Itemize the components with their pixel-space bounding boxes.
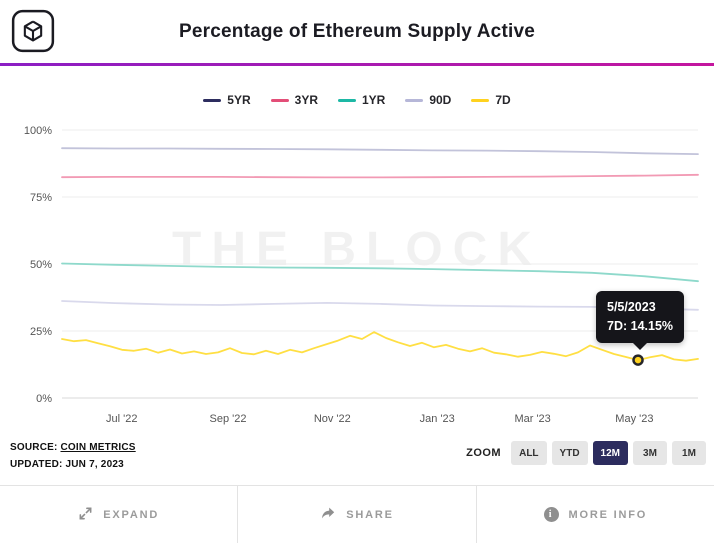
info-icon: i	[543, 507, 559, 522]
y-axis-tick: 100%	[24, 125, 52, 137]
zoom-button-3m[interactable]: 3M	[633, 441, 667, 465]
share-button[interactable]: SHARE	[238, 486, 477, 543]
page-title: Percentage of Ethereum Supply Active	[179, 20, 535, 42]
zoom-button-ytd[interactable]: YTD	[551, 441, 588, 465]
zoom-button-all[interactable]: ALL	[511, 441, 547, 465]
series-line-7d	[61, 331, 699, 362]
legend-label-7d: 7D	[495, 93, 511, 107]
zoom-button-12m[interactable]: 12M	[592, 441, 628, 465]
y-axis-tick: 0%	[36, 393, 52, 405]
expand-button[interactable]: EXPAND	[0, 486, 239, 543]
legend-label-5yr: 5YR	[227, 93, 251, 107]
series-line-3yr	[61, 173, 699, 179]
x-axis-tick: Mar '23	[514, 413, 550, 425]
x-axis-tick: May '23	[615, 413, 653, 425]
share-icon	[320, 505, 336, 524]
legend-item-3yr[interactable]: 3YR	[270, 93, 318, 107]
header: Percentage of Ethereum Supply Active	[0, 0, 714, 63]
legend-swatch-5yr	[203, 98, 222, 102]
x-axis-tick: Jan '23	[420, 413, 455, 425]
legend-item-90d[interactable]: 90D	[405, 93, 451, 107]
zoom-label: ZOOM	[466, 447, 502, 459]
footer-toolbar: EXPAND SHARE i MORE INFO	[0, 485, 714, 543]
share-label: SHARE	[346, 508, 394, 521]
legend-label-3yr: 3YR	[294, 93, 318, 107]
x-axis-tick: Nov '22	[314, 413, 351, 425]
source-link[interactable]: COIN METRICS	[60, 442, 136, 453]
legend-label-1yr: 1YR	[361, 93, 386, 107]
y-axis-tick: 75%	[30, 192, 52, 204]
legend-item-5yr[interactable]: 5YR	[203, 93, 251, 107]
x-axis-tick: Jul '22	[106, 413, 137, 425]
series-line-90d	[61, 300, 699, 311]
y-axis-tick: 50%	[30, 259, 52, 271]
tooltip-date: 5/5/2023	[607, 300, 656, 314]
expand-label: EXPAND	[103, 508, 160, 521]
updated-label: UPDATED: JUN 7, 2023	[10, 458, 124, 470]
legend-item-7d[interactable]: 7D	[471, 93, 511, 107]
more-info-label: MORE INFO	[568, 508, 648, 521]
legend-item-1yr[interactable]: 1YR	[337, 93, 386, 107]
legend-label-90d: 90D	[429, 93, 452, 107]
legend-swatch-3yr	[270, 98, 289, 102]
more-info-button[interactable]: i MORE INFO	[476, 486, 714, 543]
expand-icon	[78, 506, 93, 524]
legend-swatch-1yr	[337, 98, 356, 102]
the-block-logo-icon[interactable]	[10, 8, 56, 54]
accent-divider	[0, 63, 714, 66]
zoom-controls: ZOOM ALL YTD 12M 3M 1M	[466, 441, 706, 465]
highlighted-point	[632, 354, 644, 366]
supply-active-chart[interactable]: 0% 25% 50% 75% 100% Jul '22 Sep '22 Nov '22 Jan …	[0, 116, 714, 428]
tooltip-value: 7D: 14.15%	[607, 318, 674, 333]
chart-legend: 5YR 3YR 1YR 90D 7D	[0, 93, 714, 107]
chart-tooltip: 5/5/2023 7D: 14.15%	[596, 291, 685, 349]
legend-swatch-7d	[471, 98, 490, 102]
zoom-button-1m[interactable]: 1M	[672, 441, 706, 465]
source-block: SOURCE: COIN METRICS UPDATED: JUN 7, 202…	[10, 440, 136, 473]
series-line-5yr	[61, 147, 699, 155]
y-axis-tick: 25%	[30, 326, 52, 338]
source-label: SOURCE:	[10, 442, 58, 453]
legend-swatch-90d	[405, 98, 424, 102]
series-line-1yr	[61, 262, 699, 283]
x-axis-tick: Sep '22	[210, 413, 247, 425]
